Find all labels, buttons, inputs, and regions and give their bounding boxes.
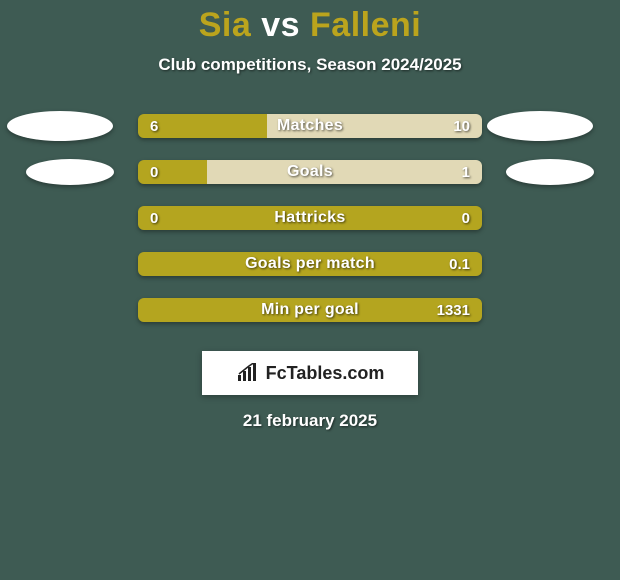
stat-bar: 01Goals (138, 160, 482, 184)
date-label: 21 february 2025 (0, 411, 620, 431)
chart-icon (236, 363, 260, 383)
right-avatar (487, 111, 593, 141)
title-player-right: Falleni (310, 6, 421, 44)
left-avatar (26, 159, 114, 185)
stat-bar: 00Hattricks (138, 206, 482, 230)
bar-segment-right (207, 160, 482, 184)
bar-segment-left (138, 114, 267, 138)
page-title: Sia vs Falleni (0, 6, 620, 45)
bar-segment-right (267, 114, 482, 138)
stat-bar: 1331Min per goal (138, 298, 482, 322)
brand-logo: FcTables.com (202, 351, 418, 395)
comparison-card: Sia vs Falleni Club competitions, Season… (0, 0, 620, 431)
bar-segment-left (138, 298, 482, 322)
bar-segment-left (138, 160, 207, 184)
title-vs: vs (261, 6, 300, 44)
stat-row: 610Matches (0, 103, 620, 149)
bar-segment-left (138, 252, 482, 276)
brand-text-prefix: Fc (266, 363, 287, 383)
stats-container: 610Matches 01Goals 00Hattricks 0.1Goals per… (0, 103, 620, 333)
stat-row: 00Hattricks (0, 195, 620, 241)
left-avatar (7, 111, 113, 141)
stat-row: 1331Min per goal (0, 287, 620, 333)
title-player-left: Sia (199, 6, 252, 44)
bar-segment-left (138, 206, 482, 230)
brand-text: FcTables.com (266, 363, 385, 384)
stat-row: 0.1Goals per match (0, 241, 620, 287)
stat-row: 01Goals (0, 149, 620, 195)
stat-bar: 610Matches (138, 114, 482, 138)
stat-bar: 0.1Goals per match (138, 252, 482, 276)
subtitle: Club competitions, Season 2024/2025 (0, 55, 620, 75)
right-avatar (506, 159, 594, 185)
brand-text-suffix: Tables.com (287, 363, 385, 383)
